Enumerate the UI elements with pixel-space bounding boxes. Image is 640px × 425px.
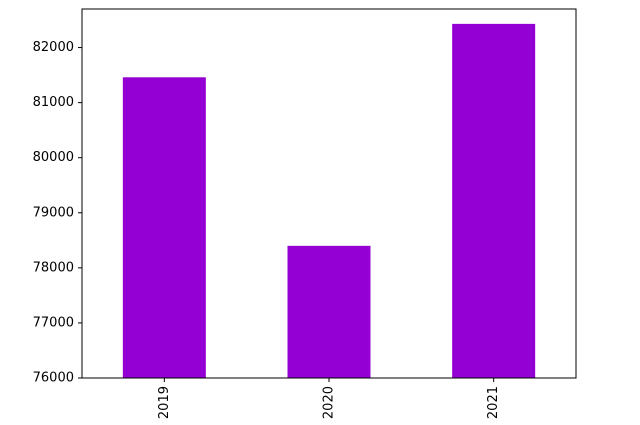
- y-tick-label: 77000: [33, 315, 74, 330]
- y-tick-label: 80000: [33, 150, 74, 165]
- y-tick-label: 82000: [33, 40, 74, 55]
- x-tick-label: 2021: [486, 386, 501, 419]
- bar-2019: [122, 77, 206, 378]
- bars-group: [122, 23, 536, 379]
- bar-2020: [287, 245, 371, 378]
- y-tick-label: 81000: [33, 95, 74, 110]
- x-tick-label: 2019: [157, 386, 172, 419]
- x-tick-label: 2020: [322, 386, 337, 419]
- y-tick-label: 76000: [33, 371, 74, 386]
- y-tick-label: 79000: [33, 205, 74, 220]
- y-tick-label: 78000: [33, 260, 74, 275]
- x-axis: 2019 2020 2021: [157, 378, 501, 419]
- plot-frame: [81, 8, 577, 379]
- bar-2021: [452, 23, 536, 379]
- y-axis: 76000 77000 78000 79000 80000 81000 82000: [33, 40, 82, 386]
